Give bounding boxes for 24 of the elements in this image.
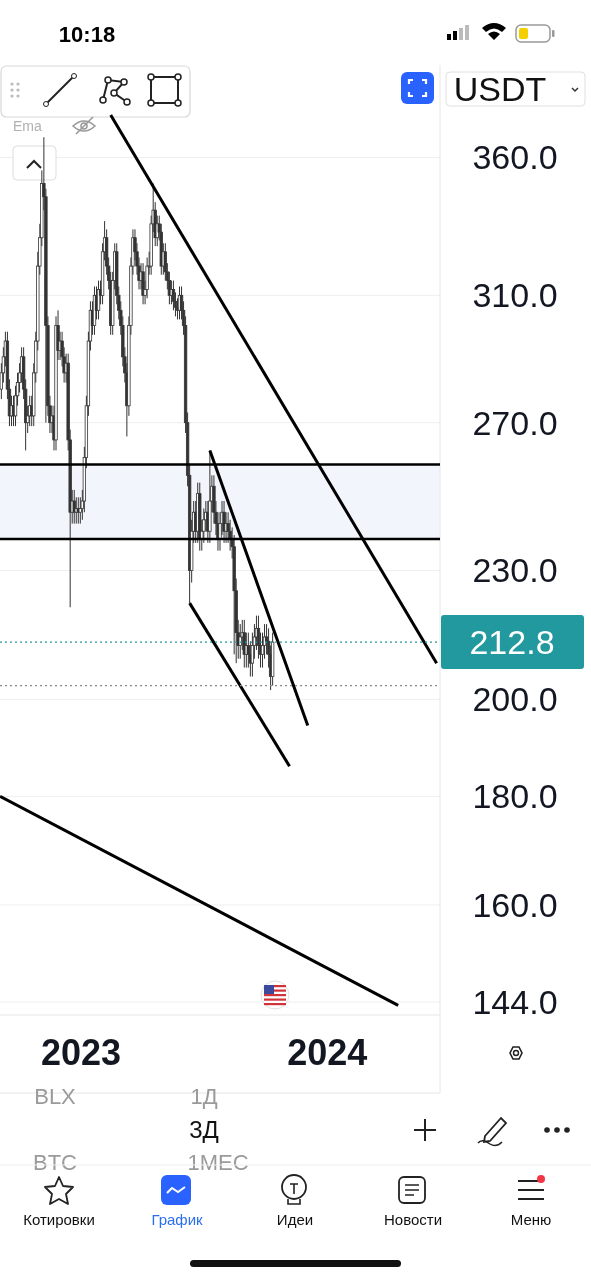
y-tick-label: 360.0 xyxy=(472,138,558,177)
text: 1Д xyxy=(190,1084,218,1109)
y-tick-label: 200.0 xyxy=(472,680,558,719)
y-tick-label: 160.0 xyxy=(472,885,558,924)
text: Меню xyxy=(510,1211,552,1228)
text: 10:18 xyxy=(58,22,116,47)
text: BTC xyxy=(33,1150,78,1175)
y-tick-label: 310.0 xyxy=(472,276,558,315)
text: График xyxy=(151,1211,204,1228)
text: Котировки xyxy=(23,1211,95,1228)
text: USDT xyxy=(453,70,547,108)
x-tick-label: 2024 xyxy=(287,1031,368,1073)
ref-line-label: 212.8 xyxy=(469,623,555,662)
text: BLX xyxy=(34,1084,77,1109)
y-tick-label: 230.0 xyxy=(472,551,558,590)
annotation: Ema xyxy=(13,118,42,134)
text: 3Д xyxy=(189,1116,219,1143)
y-tick-label: 144.0 xyxy=(472,983,558,1022)
y-tick-label: 180.0 xyxy=(472,777,558,816)
text: 1МЕС xyxy=(187,1150,249,1175)
text: Идеи xyxy=(276,1211,314,1228)
text: Новости xyxy=(383,1211,443,1228)
y-tick-label: 270.0 xyxy=(472,403,558,442)
x-tick-label: 2023 xyxy=(40,1031,122,1073)
